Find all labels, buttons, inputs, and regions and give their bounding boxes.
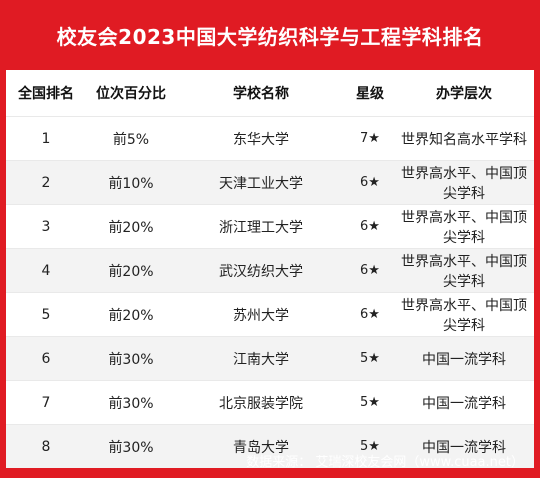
school-cell: 江南大学	[176, 336, 346, 381]
table-row: 6 前30% 江南大学 5★ 中国一流学科	[6, 336, 534, 381]
school-cell: 青岛大学	[176, 424, 346, 468]
stars-cell: 5★	[346, 336, 394, 381]
percent-cell: 前20%	[86, 248, 176, 293]
stars-cell: 6★	[346, 292, 394, 337]
level-cell: 世界高水平、中国顶尖学科	[394, 248, 534, 293]
table-row: 2 前10% 天津工业大学 6★ 世界高水平、中国顶尖学科	[6, 160, 534, 205]
school-cell: 苏州大学	[176, 292, 346, 337]
level-cell: 中国一流学科	[394, 424, 534, 468]
level-cell: 世界高水平、中国顶尖学科	[394, 292, 534, 337]
ranking-table-card: 全国排名 位次百分比 学校名称 星级 办学层次 1 前5% 东华大学 7★ 世界…	[6, 70, 534, 468]
rank-cell: 6	[6, 336, 86, 381]
table-header-row: 全国排名 位次百分比 学校名称 星级 办学层次	[6, 70, 534, 117]
page-title: 校友会2023中国大学纺织科学与工程学科排名	[56, 24, 484, 49]
percent-cell: 前20%	[86, 292, 176, 337]
column-header-stars: 星级	[356, 86, 384, 102]
percent-cell: 前10%	[86, 160, 176, 205]
data-source-footer: 数据来源： 艾瑞深校友会网（www.cuaa.net）	[246, 455, 524, 470]
school-cell: 浙江理工大学	[176, 204, 346, 249]
table-row: 1 前5% 东华大学 7★ 世界知名高水平学科	[6, 116, 534, 161]
level-cell: 中国一流学科	[394, 336, 534, 381]
school-cell: 东华大学	[176, 116, 346, 161]
rank-cell: 1	[6, 116, 86, 161]
rank-cell: 4	[6, 248, 86, 293]
stars-cell: 6★	[346, 204, 394, 249]
stars-cell: 6★	[346, 160, 394, 205]
rank-cell: 3	[6, 204, 86, 249]
column-header-rank: 全国排名	[18, 86, 74, 102]
column-header-percent: 位次百分比	[96, 86, 166, 102]
table-row: 8 前30% 青岛大学 5★ 中国一流学科	[6, 424, 534, 468]
percent-cell: 前20%	[86, 204, 176, 249]
school-cell: 天津工业大学	[176, 160, 346, 205]
school-cell: 武汉纺织大学	[176, 248, 346, 293]
percent-cell: 前5%	[86, 116, 176, 161]
stars-cell: 5★	[346, 424, 394, 468]
rank-cell: 7	[6, 380, 86, 425]
rank-cell: 2	[6, 160, 86, 205]
stars-cell: 7★	[346, 116, 394, 161]
percent-cell: 前30%	[86, 336, 176, 381]
school-cell: 北京服装学院	[176, 380, 346, 425]
ranking-table: 全国排名 位次百分比 学校名称 星级 办学层次 1 前5% 东华大学 7★ 世界…	[6, 70, 534, 468]
rank-cell: 5	[6, 292, 86, 337]
column-header-level: 办学层次	[436, 86, 492, 102]
stars-cell: 5★	[346, 380, 394, 425]
rank-cell: 8	[6, 424, 86, 468]
level-cell: 世界高水平、中国顶尖学科	[394, 204, 534, 249]
percent-cell: 前30%	[86, 380, 176, 425]
table-row: 4 前20% 武汉纺织大学 6★ 世界高水平、中国顶尖学科	[6, 248, 534, 293]
level-cell: 中国一流学科	[394, 380, 534, 425]
table-row: 3 前20% 浙江理工大学 6★ 世界高水平、中国顶尖学科	[6, 204, 534, 249]
table-row: 5 前20% 苏州大学 6★ 世界高水平、中国顶尖学科	[6, 292, 534, 337]
table-row: 7 前30% 北京服装学院 5★ 中国一流学科	[6, 380, 534, 425]
level-cell: 世界高水平、中国顶尖学科	[394, 160, 534, 205]
column-header-school: 学校名称	[233, 86, 289, 102]
level-cell: 世界知名高水平学科	[394, 116, 534, 161]
stars-cell: 6★	[346, 248, 394, 293]
percent-cell: 前30%	[86, 424, 176, 468]
